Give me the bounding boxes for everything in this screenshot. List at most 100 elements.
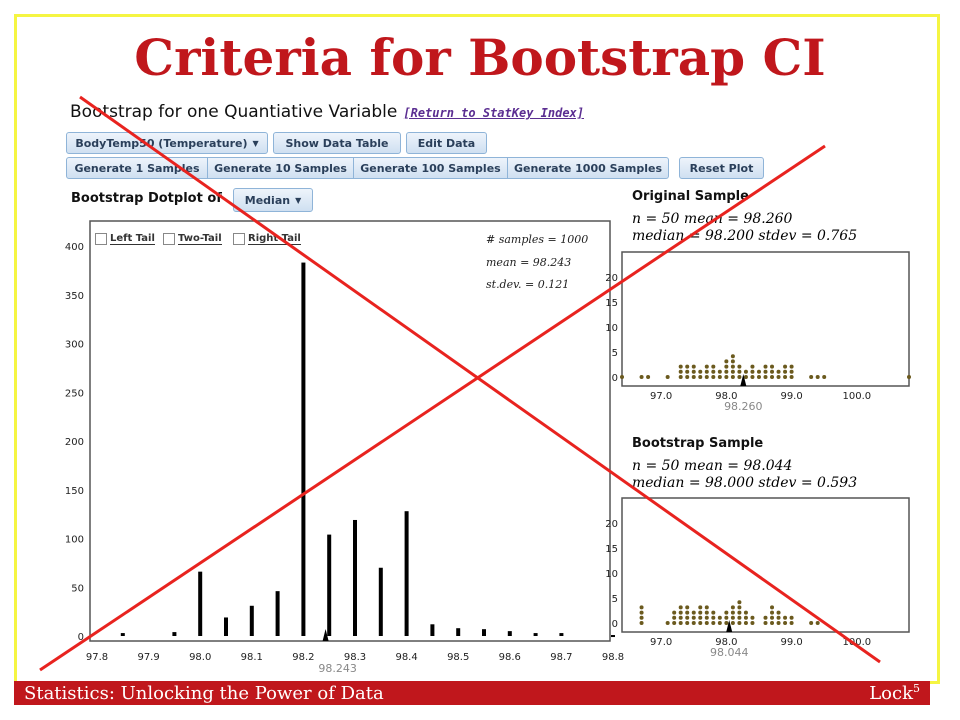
y-tick-label: 300 [65, 340, 84, 351]
dataset-label: BodyTemp50 (Temperature) [75, 136, 248, 150]
original-sample-marker-label: 98.260 [724, 400, 763, 413]
bootstrap-sample-x-tick: 99.0 [780, 637, 802, 648]
bootstrap-sample-dot [704, 621, 709, 625]
original-sample-dot [730, 354, 735, 359]
stat-samples: # samples = 1000 [486, 233, 589, 246]
dotplot-bar [533, 633, 538, 636]
bootstrap-sample-y-tick: 15 [605, 544, 618, 555]
app-title: Bootstrap for one Quantiative Variable [R… [70, 102, 584, 122]
original-sample-dot [724, 375, 729, 379]
original-sample-dot [678, 369, 683, 374]
original-sample-dot [750, 369, 755, 374]
bootstrap-sample-dot [770, 610, 775, 615]
checkbox-box[interactable] [233, 233, 245, 245]
dotplot-bar [198, 571, 203, 636]
original-sample-dot [737, 375, 742, 379]
bootstrap-sample-dot [737, 600, 742, 605]
original-sample-dot [737, 364, 742, 369]
left-tail-checkbox[interactable]: Left Tail [95, 233, 155, 245]
original-sample-dot [691, 364, 696, 369]
app-title-text: Bootstrap for one Quantiative Variable [70, 102, 398, 122]
bootstrap-sample-dot [770, 621, 775, 625]
original-sample-dot [646, 375, 651, 379]
generate-1000-button[interactable]: Generate 1000 Samples [507, 157, 669, 179]
original-sample-dot [691, 369, 696, 374]
mean-marker-label: 98.243 [318, 662, 357, 675]
bootstrap-sample-dot [809, 621, 814, 625]
two-tail-checkbox[interactable]: Two-Tail [163, 233, 222, 245]
bootstrap-sample-line1: n = 50 mean = 98.044 [632, 458, 793, 474]
bootstrap-sample-dot [815, 621, 820, 625]
checkbox-box[interactable] [163, 233, 175, 245]
bootstrap-sample-dot [698, 610, 703, 615]
original-sample-dot [770, 364, 775, 369]
original-sample-dot [691, 375, 696, 379]
original-sample-dot [756, 369, 761, 374]
footer-right-sup: 5 [913, 682, 920, 695]
bootstrap-sample-dot [672, 610, 677, 615]
right-tail-checkbox[interactable]: Right Tail [233, 233, 301, 245]
dotplot-bar [430, 624, 435, 636]
x-tick-label: 98.6 [499, 652, 521, 663]
generate-100-button[interactable]: Generate 100 Samples [353, 157, 508, 179]
x-tick-label: 98.2 [292, 652, 314, 663]
bootstrap-sample-dot [724, 621, 729, 625]
reset-plot-button[interactable]: Reset Plot [679, 157, 764, 179]
bootstrap-sample-dot [704, 610, 709, 615]
dotplot-label: Bootstrap Dotplot of [71, 191, 222, 206]
dotplot-bar [224, 617, 228, 636]
cross-line-2 [39, 144, 826, 672]
original-sample-y-tick: 0 [612, 373, 618, 384]
original-sample-line2: median = 98.200 stdev = 0.765 [632, 228, 858, 244]
bootstrap-sample-dot [698, 621, 703, 625]
stat-mean: mean = 98.243 [486, 256, 572, 269]
y-tick-label: 250 [65, 388, 84, 399]
original-sample-dot [717, 375, 722, 379]
original-sample-x-tick: 99.0 [780, 391, 802, 402]
dotplot-bar [404, 511, 409, 636]
edit-data-button[interactable]: Edit Data [406, 132, 487, 154]
y-tick-label: 0 [78, 632, 84, 643]
original-sample-dot [763, 364, 768, 369]
footer-right: Lock5 [869, 682, 920, 704]
two-tail-label: Two-Tail [178, 233, 222, 245]
bootstrap-sample-dot [691, 615, 696, 620]
left-tail-label: Left Tail [110, 233, 155, 245]
bootstrap-sample-line2: median = 98.000 stdev = 0.593 [632, 475, 858, 491]
original-sample-dot [763, 369, 768, 374]
dataset-dropdown[interactable]: BodyTemp50 (Temperature) ▼ [66, 132, 268, 154]
statistic-label: Median [244, 193, 291, 207]
return-link[interactable]: [Return to StatKey Index] [403, 106, 584, 120]
bootstrap-sample-dot [783, 615, 788, 620]
original-sample-dot [776, 375, 781, 379]
y-tick-label: 150 [65, 486, 84, 497]
bootstrap-sample-dot [789, 621, 794, 625]
original-sample-dot [730, 359, 735, 364]
bootstrap-sample-dot [678, 610, 683, 615]
original-sample-frame [621, 251, 910, 387]
original-sample-dot [724, 369, 729, 374]
bootstrap-sample-dot [691, 621, 696, 625]
checkbox-box[interactable] [95, 233, 107, 245]
stat-stdev: st.dev. = 0.121 [486, 278, 570, 291]
show-data-table-button[interactable]: Show Data Table [273, 132, 401, 154]
statistic-dropdown[interactable]: Median ▼ [233, 188, 313, 212]
dotplot-bar [378, 567, 383, 636]
dotplot-bar [507, 631, 512, 636]
bootstrap-sample-dot [750, 621, 755, 625]
bootstrap-sample-dot [672, 621, 677, 625]
bootstrap-sample-dot [776, 615, 781, 620]
bootstrap-sample-dot [724, 610, 729, 615]
bootstrap-sample-x-tick: 100.0 [842, 637, 871, 648]
chevron-down-icon: ▼ [295, 195, 302, 205]
original-sample-x-tick: 97.0 [650, 391, 672, 402]
bootstrap-sample-marker-icon [726, 620, 733, 632]
original-sample-dot [698, 375, 703, 379]
original-sample-dot [717, 369, 722, 374]
original-sample-dot [907, 375, 911, 379]
y-tick-label: 200 [65, 437, 84, 448]
bootstrap-sample-dot [763, 621, 768, 625]
original-sample-dot [750, 364, 755, 369]
bootstrap-sample-dot [639, 610, 644, 615]
dotplot-bar [559, 633, 564, 636]
